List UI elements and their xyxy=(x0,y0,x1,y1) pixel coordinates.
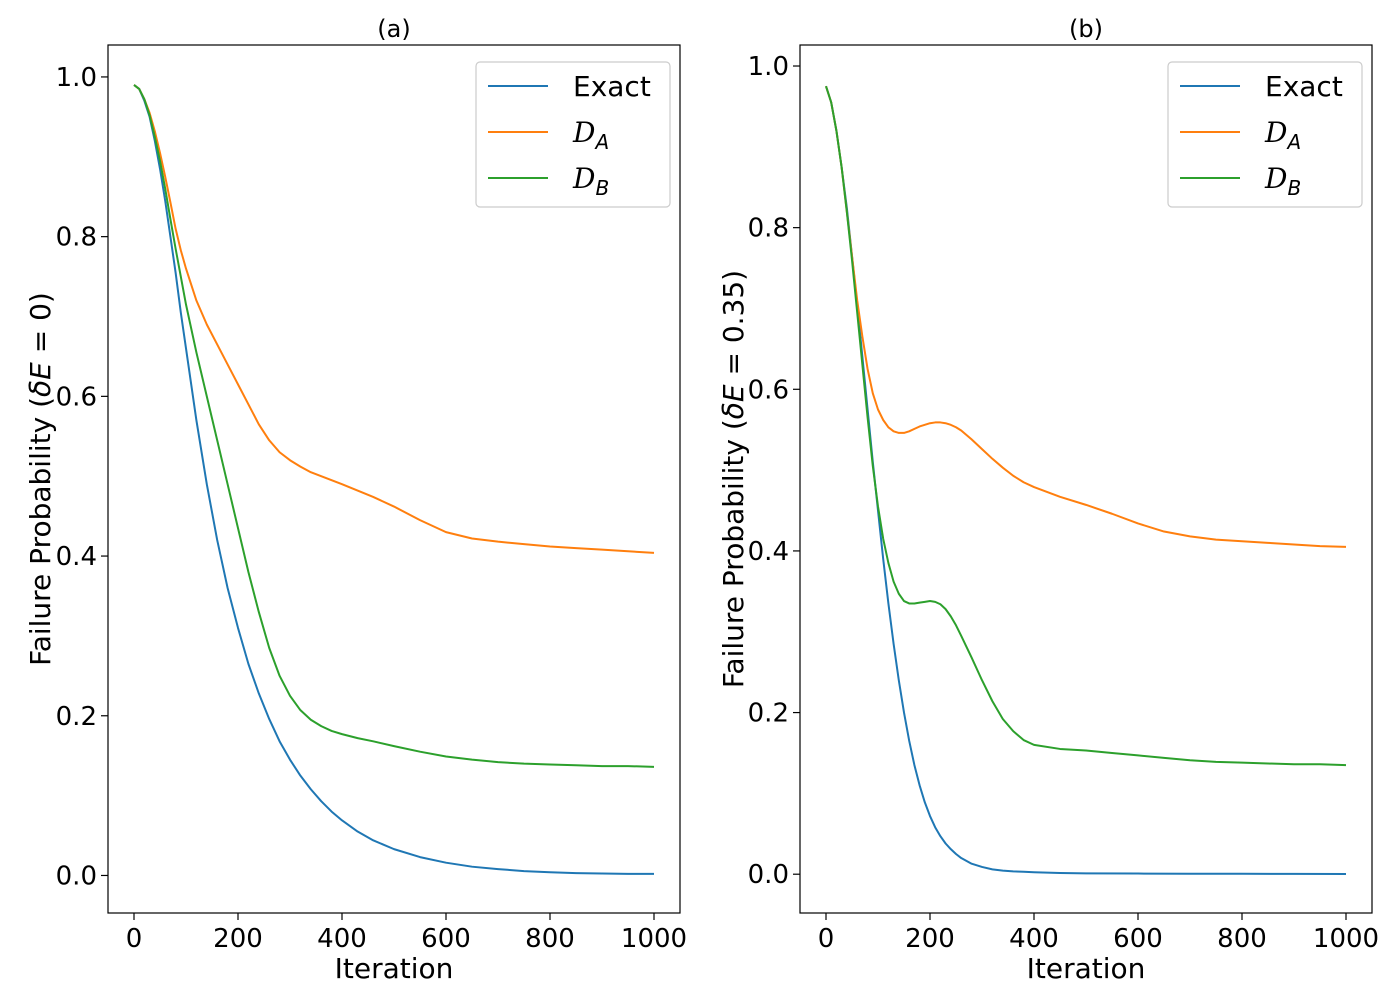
y-tick-label: 1.0 xyxy=(748,52,789,82)
y-tick-label: 0.2 xyxy=(56,702,97,732)
legend-label-db: DB xyxy=(572,162,609,200)
legend-label-main: D xyxy=(572,116,595,149)
y-tick-label: 0.6 xyxy=(56,382,97,412)
y-tick-label: 0.0 xyxy=(748,860,789,890)
x-tick-label: 800 xyxy=(1217,924,1267,954)
x-tick-label: 200 xyxy=(213,924,263,954)
series-line-exact xyxy=(133,84,654,875)
series-line-da xyxy=(133,84,655,554)
legend-label-da: DA xyxy=(572,116,609,154)
panel-title: (a) xyxy=(377,15,410,43)
legend-label-da: DA xyxy=(1264,116,1301,154)
legend-label-sub: B xyxy=(1287,176,1301,200)
y-tick-label: 1.0 xyxy=(56,63,97,93)
x-axis-label: Iteration xyxy=(1027,952,1146,985)
x-tick-label: 200 xyxy=(905,924,955,954)
series-line-da xyxy=(825,85,1347,548)
legend-label-exact: Exact xyxy=(1265,70,1343,103)
legend-label-sub: A xyxy=(1285,130,1301,154)
y-axis-label: Failure Probability (δE = 0) xyxy=(24,292,57,666)
plot-frame xyxy=(107,44,681,914)
y-axis-label: Failure Probability (δE = 0.35) xyxy=(717,270,750,688)
series-line-db xyxy=(133,84,655,768)
x-tick-label: 600 xyxy=(1113,924,1163,954)
y-tick-label: 0.0 xyxy=(56,861,97,891)
legend-label-main: D xyxy=(572,162,595,195)
legend-box xyxy=(1167,61,1363,208)
x-tick-label: 1000 xyxy=(621,924,687,954)
panel-a: 0 200 400 600 800 1000 0.0 0.2 0.4 0.6 0.8 1.0 (a) It… xyxy=(24,15,687,985)
y-tick-label: 0.4 xyxy=(748,537,789,567)
y-tick-label: 0.2 xyxy=(748,699,789,729)
x-axis-label: Iteration xyxy=(335,952,454,985)
legend-label-main: D xyxy=(1264,116,1287,149)
legend-label-sub: A xyxy=(593,130,609,154)
panel-title: (b) xyxy=(1069,15,1103,43)
x-tick-label: 600 xyxy=(421,924,471,954)
plot-frame xyxy=(799,44,1373,914)
panel-b: 0 200 400 600 800 1000 0.0 0.2 0.4 0.6 0.8 1.0 (b) It… xyxy=(717,15,1379,985)
legend-label-db: DB xyxy=(1264,162,1301,200)
x-tick-label: 0 xyxy=(818,924,835,954)
y-axis-label-suffix: = 0) xyxy=(24,292,57,362)
y-tick-label: 0.6 xyxy=(748,375,789,405)
x-tick-label: 800 xyxy=(525,924,575,954)
legend-box xyxy=(475,61,671,208)
legend-label-main: D xyxy=(1264,162,1287,195)
y-axis-label-suffix: = 0.35) xyxy=(717,270,750,385)
y-tick-label: 0.8 xyxy=(748,214,789,244)
legend-label-exact: Exact xyxy=(573,70,651,103)
x-tick-label: 1000 xyxy=(1313,924,1379,954)
y-axis-label-symbol: δE xyxy=(24,362,57,397)
series-line-db xyxy=(825,85,1347,767)
y-tick-label: 0.4 xyxy=(56,542,97,572)
y-axis-label-prefix: Failure Probability ( xyxy=(24,397,57,666)
legend-label-sub: B xyxy=(595,176,609,200)
x-tick-label: 0 xyxy=(126,924,143,954)
x-tick-label: 400 xyxy=(317,924,367,954)
y-axis-label-prefix: Failure Probability ( xyxy=(717,419,750,688)
y-axis-label-symbol: δE xyxy=(717,384,750,419)
x-tick-label: 400 xyxy=(1009,924,1059,954)
y-tick-label: 0.8 xyxy=(56,223,97,253)
